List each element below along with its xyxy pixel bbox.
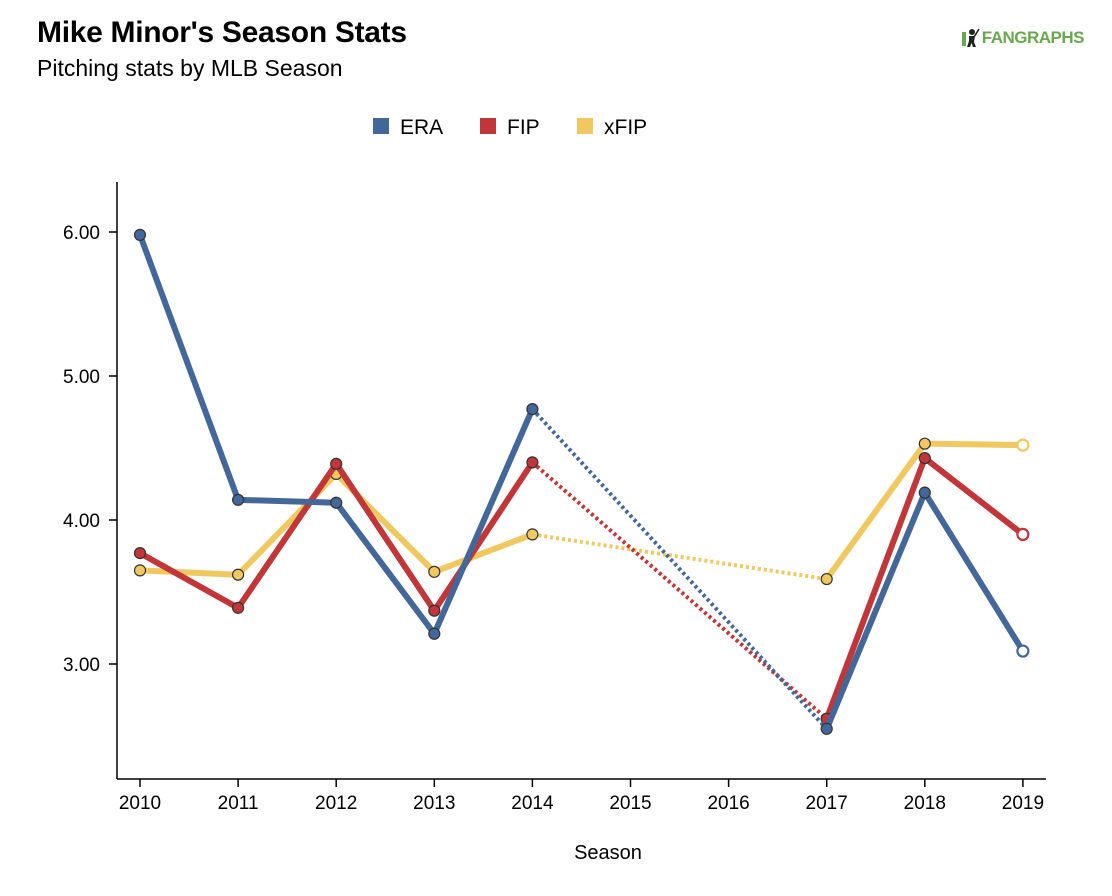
y-tick-label: 6.00 [63, 223, 100, 244]
fip-point[interactable] [428, 604, 441, 617]
fip-line-segment [823, 455, 928, 722]
x-tick-label: 2014 [511, 793, 554, 814]
fip-point[interactable] [1016, 527, 1030, 542]
xfip-point[interactable] [133, 564, 147, 577]
x-tick-label: 2012 [315, 793, 357, 814]
batter-icon [961, 28, 980, 47]
legend-label-era: ERA [400, 116, 443, 139]
xfip-point[interactable] [526, 528, 539, 541]
xfip-point[interactable] [1016, 438, 1030, 452]
fip-point[interactable] [330, 457, 343, 470]
x-tick-label: 2010 [119, 793, 161, 814]
series-era [133, 228, 1030, 735]
xfip-point[interactable] [232, 568, 245, 581]
era-line-segment [823, 489, 928, 732]
legend: ERA FIP xFIP [373, 116, 647, 139]
fip-point[interactable] [232, 601, 245, 614]
fip-line-segment [235, 460, 340, 611]
xfip-point[interactable] [820, 572, 833, 586]
era-point[interactable] [133, 228, 147, 241]
plot-area [133, 228, 1030, 735]
era-line-segment [235, 496, 340, 506]
y-tick-label: 3.00 [63, 655, 100, 676]
era-point[interactable] [526, 403, 539, 416]
era-line-segment [431, 406, 536, 637]
x-tick-label: 2011 [218, 793, 259, 814]
legend-label-fip: FIP [507, 116, 540, 139]
fip-line-segment [921, 455, 1026, 538]
fip-line-segment [333, 460, 438, 614]
xfip-point[interactable] [428, 565, 441, 578]
fip-line-segment [137, 550, 242, 611]
fip-point[interactable] [133, 547, 147, 560]
x-tick-label: 2015 [609, 793, 651, 814]
era-point[interactable] [1016, 644, 1030, 658]
era-point[interactable] [918, 486, 931, 499]
legend-swatch-fip [480, 118, 496, 134]
era-point[interactable] [428, 627, 441, 640]
xfip-line-segment [431, 531, 536, 575]
fangraphs-logo[interactable]: FANGRAPHS [961, 28, 1085, 48]
x-tick-label: 2013 [413, 793, 455, 814]
legend-swatch-era [373, 118, 389, 134]
series-fip [133, 451, 1030, 725]
era-point[interactable] [330, 496, 343, 509]
brand-text: FANGRAPHS [981, 28, 1085, 47]
fip-point[interactable] [918, 451, 931, 465]
era-line-segment [333, 499, 438, 637]
era-gap-segment [530, 407, 829, 731]
series-xfip [133, 437, 1030, 586]
xfip-gap-segment [532, 532, 827, 582]
y-tick-label: 5.00 [63, 367, 100, 388]
chart-title: Mike Minor's Season Stats [37, 16, 407, 49]
fip-line-segment [431, 459, 536, 614]
xfip-line-segment [921, 440, 1026, 449]
xfip-line-segment [137, 567, 242, 578]
axes: 3.00 4.00 5.00 6.00 2010 2011 2012 2013 2014 2015… [63, 182, 1046, 864]
era-line-segment [921, 489, 1026, 655]
y-tick-label: 4.00 [63, 511, 100, 532]
x-tick-label: 2016 [707, 793, 749, 814]
era-point[interactable] [232, 493, 245, 506]
xfip-line-segment [823, 440, 928, 583]
xfip-point[interactable] [918, 437, 931, 450]
x-tick-label: 2018 [904, 793, 946, 814]
legend-label-xfip: xFIP [604, 116, 647, 139]
chart-subtitle: Pitching stats by MLB Season [37, 55, 343, 81]
era-point[interactable] [820, 722, 833, 735]
x-tick-label: 2019 [1002, 793, 1044, 814]
x-axis-title: Season [574, 842, 642, 864]
era-line-segment [137, 231, 242, 503]
x-tick-label: 2017 [806, 793, 848, 814]
fip-point[interactable] [526, 456, 539, 469]
legend-swatch-xfip [577, 118, 593, 134]
